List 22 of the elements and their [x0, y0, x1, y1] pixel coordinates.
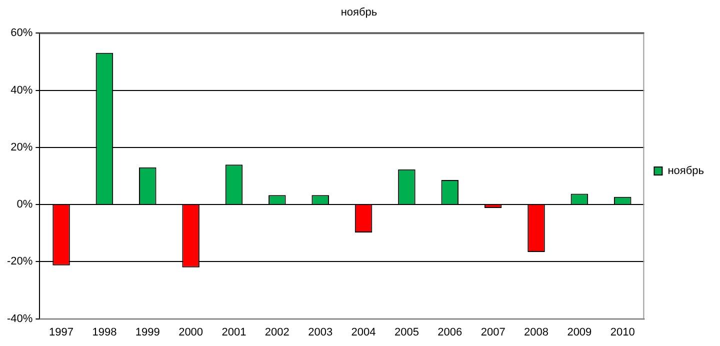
x-tick-label: 2010 — [610, 326, 635, 338]
y-tick-label: 0% — [16, 198, 33, 211]
x-tick-label: 1999 — [135, 326, 160, 338]
x-tick-label: 2004 — [351, 326, 376, 338]
x-tick-label: 2006 — [438, 326, 462, 338]
x-tick-label: 2000 — [178, 326, 204, 338]
x-tick-label: 2001 — [222, 326, 246, 338]
x-tick-label: 2007 — [480, 326, 506, 338]
x-tick-label: 2009 — [567, 326, 592, 338]
x-tick-label: 1997 — [49, 326, 74, 338]
x-tick-label: 2005 — [394, 326, 419, 338]
x-tick-label: 1998 — [92, 326, 117, 338]
x-tick-label: 2003 — [308, 326, 333, 338]
x-tick-label: 2008 — [524, 326, 548, 338]
x-tick-label: 2002 — [264, 326, 290, 338]
y-tick-label: 60% — [10, 27, 33, 40]
legend-label: ноябрь — [668, 165, 704, 178]
y-tick-label: 40% — [10, 84, 33, 96]
chart-title: ноябрь — [340, 6, 378, 19]
y-tick-label: -20% — [6, 256, 33, 268]
y-tick-label: -40% — [6, 312, 33, 325]
y-tick-label: 20% — [10, 141, 33, 154]
